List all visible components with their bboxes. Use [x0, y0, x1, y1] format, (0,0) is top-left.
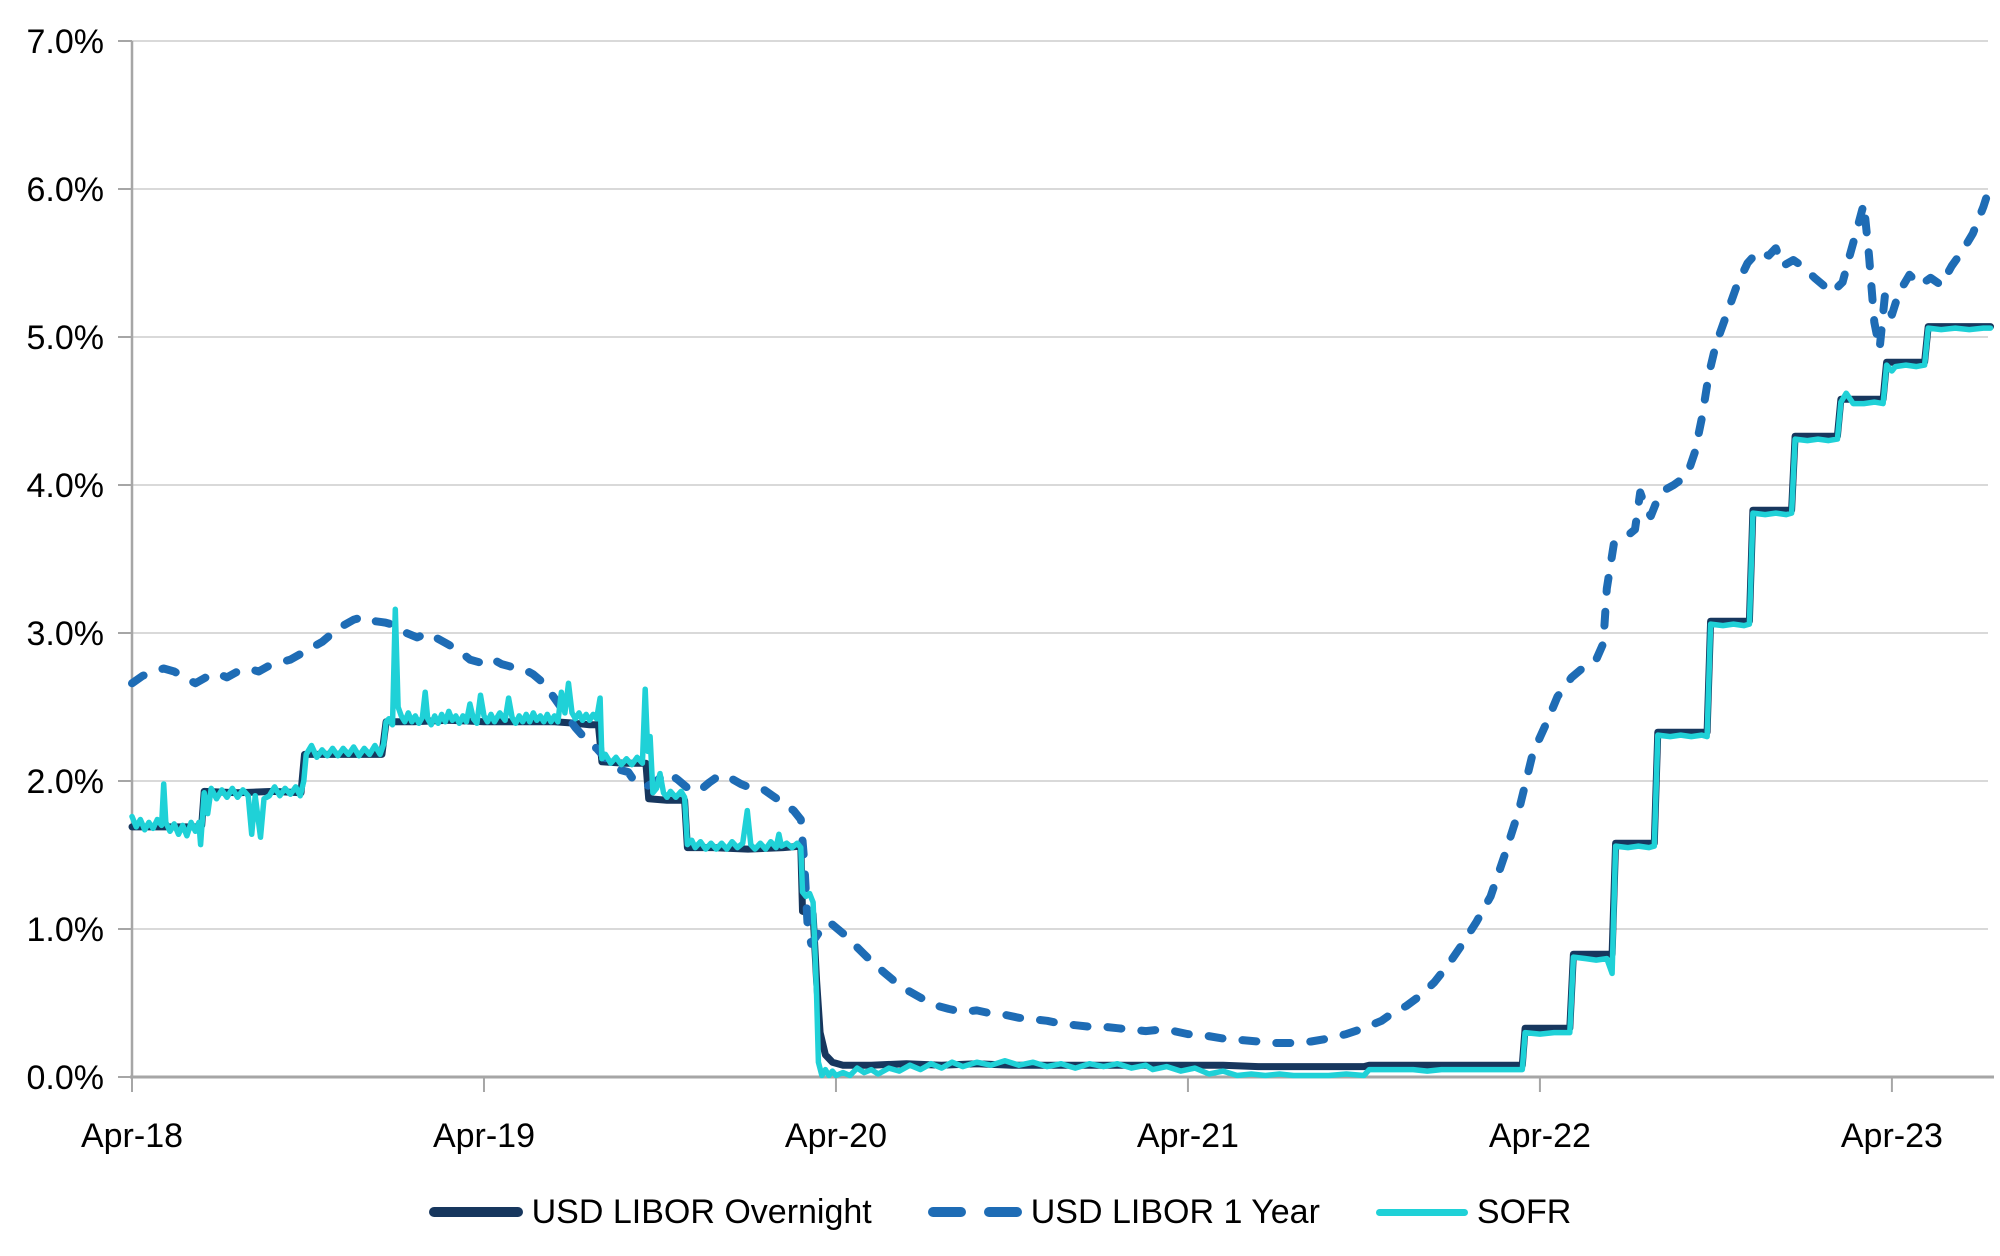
sofr-line-swatch-icon: [1375, 1208, 1468, 1216]
dash-segment: [927, 1207, 966, 1217]
legend-label-sofr: SOFR: [1476, 1192, 1572, 1231]
series-line-sofr: [129, 325, 1994, 1079]
x-tick-label: Apr-21: [1137, 1117, 1239, 1155]
y-tick-label: 7.0%: [27, 23, 105, 61]
x-tick-label: Apr-19: [433, 1117, 535, 1155]
chart-canvas: 0.0% 1.0% 2.0% 3.0% 4.0% 5.0% 6.0% 7.0% Apr-18 Ap…: [27, 23, 1995, 1155]
legend-label-usd-libor-overnight: USD LIBOR Overnight: [531, 1192, 872, 1231]
x-tick-label: Apr-20: [785, 1117, 887, 1155]
y-tick-label: 2.0%: [27, 763, 105, 801]
dash-segment: [983, 1207, 1022, 1217]
legend-item-usd-libor-overnight: USD LIBOR Overnight: [428, 1192, 872, 1232]
y-tick-label: 5.0%: [27, 319, 105, 357]
y-tick-label: 1.0%: [27, 911, 105, 949]
y-tick-label: 0.0%: [27, 1059, 105, 1097]
y-tick-label: 6.0%: [27, 171, 105, 209]
chart-legend: USD LIBOR Overnight USD LIBOR 1 Year SOF…: [0, 1180, 2000, 1244]
series-line-usd-libor-overnight: [128, 323, 1994, 1071]
data-series: [128, 180, 1995, 1079]
y-tick-label: 3.0%: [27, 615, 105, 653]
libor-1y-dashed-swatch-icon: [927, 1207, 1022, 1217]
series-line-usd-libor-1-year: [128, 180, 1995, 1047]
axis-labels: 0.0% 1.0% 2.0% 3.0% 4.0% 5.0% 6.0% 7.0% Apr-18 Ap…: [27, 23, 1943, 1155]
overnight-line-swatch-icon: [428, 1207, 523, 1217]
gridlines: [132, 40, 1988, 930]
legend-item-sofr: SOFR: [1375, 1192, 1572, 1232]
x-tick-label: Apr-18: [81, 1117, 183, 1155]
y-tick-label: 4.0%: [27, 467, 105, 505]
legend-item-usd-libor-1-year: USD LIBOR 1 Year: [927, 1192, 1320, 1232]
x-tick-label: Apr-23: [1841, 1117, 1943, 1155]
x-tick-label: Apr-22: [1489, 1117, 1591, 1155]
axes: [118, 40, 1994, 1092]
legend-label-usd-libor-1-year: USD LIBOR 1 Year: [1030, 1192, 1320, 1231]
